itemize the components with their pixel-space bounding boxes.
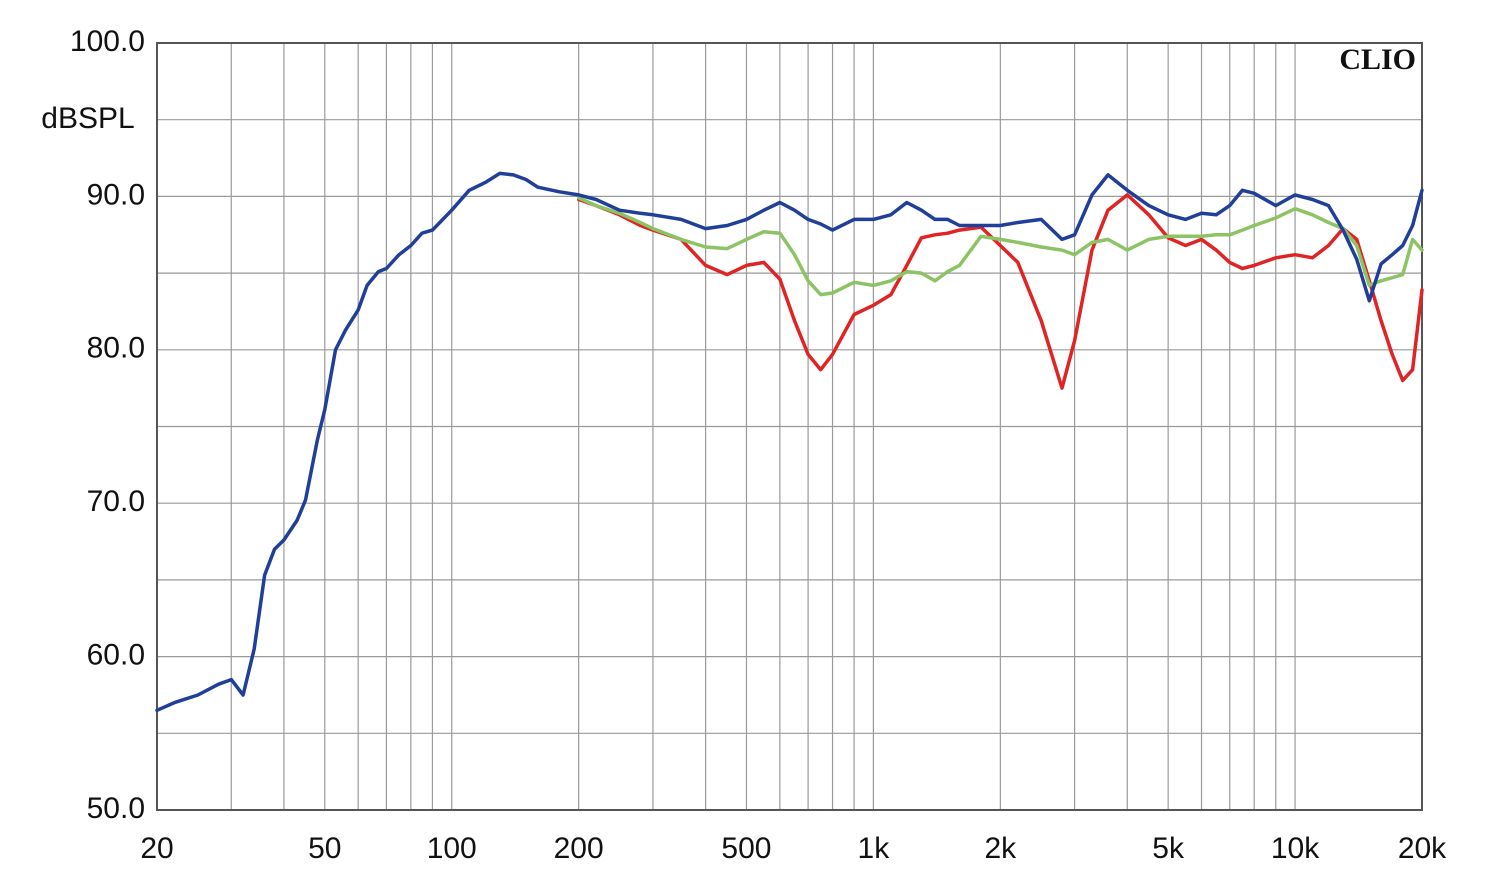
y-tick-label: 80.0 [87,332,145,365]
y-tick-label: 50.0 [87,792,145,825]
plot-frame [156,42,1423,811]
x-tick-label: 500 [721,832,771,865]
x-tick-label: 1k [858,832,891,865]
y-tick-label: 90.0 [87,178,145,211]
series-line [576,193,1424,390]
grid [156,42,1423,811]
y-tick-label: 100.0 [70,25,145,58]
x-tick-label: 100 [427,832,477,865]
y-tick-label: 60.0 [87,639,145,672]
series-line [155,171,1424,713]
plot-lines [155,42,1424,811]
x-tick-label: 200 [554,832,604,865]
x-tick-label: 20 [140,832,173,865]
x-tick-label: 20k [1398,832,1447,865]
series-line [576,196,1424,297]
brand-annotation: CLIO [1339,43,1416,76]
x-tick-label: 50 [308,832,341,865]
x-tick-label: 10k [1271,832,1320,865]
y-tick-label: 70.0 [87,485,145,518]
y-axis-label: dBSPL [41,102,134,135]
x-tick-label: 2k [984,832,1017,865]
x-tick-label: 5k [1152,832,1185,865]
